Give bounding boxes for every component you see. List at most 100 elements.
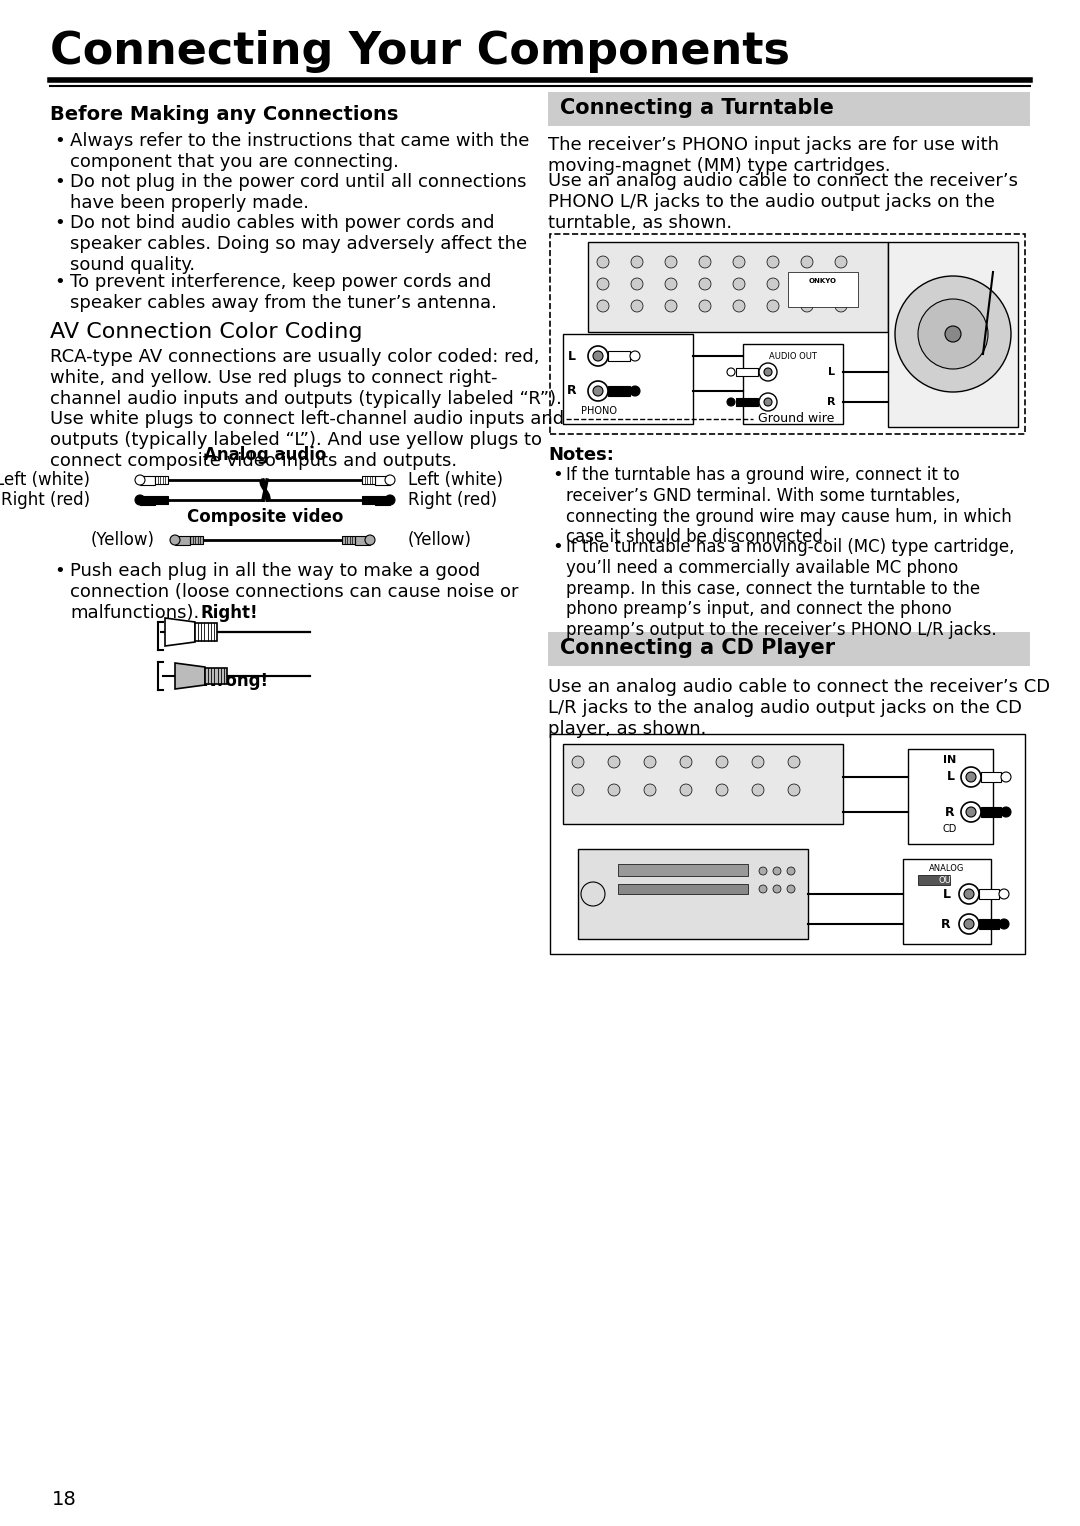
Text: Connecting a Turntable: Connecting a Turntable [561,98,834,118]
Circle shape [788,755,800,768]
Bar [981,772,1001,781]
Text: Before Making any Connections: Before Making any Connections [50,105,399,124]
Bar [918,874,950,885]
Text: AUDIO OUT: AUDIO OUT [769,353,816,362]
Bar [548,632,1030,665]
Text: •: • [552,465,563,484]
Circle shape [767,301,779,311]
Text: L: L [828,366,835,377]
Circle shape [631,301,643,311]
Circle shape [787,885,795,893]
Circle shape [767,256,779,269]
Bar [195,623,217,641]
Text: IN: IN [943,755,957,765]
Text: Connecting a CD Player: Connecting a CD Player [561,638,835,658]
Circle shape [999,919,1009,929]
Bar [156,496,168,504]
Circle shape [964,890,974,899]
Circle shape [597,301,609,311]
Circle shape [593,351,603,362]
Text: L: L [947,771,955,783]
Text: Left (white): Left (white) [408,472,503,488]
Bar [175,536,190,545]
Text: Composite video: Composite video [187,508,343,526]
Bar [550,233,1025,433]
Circle shape [135,494,145,505]
Bar [608,351,630,362]
Circle shape [961,768,981,787]
Text: Always refer to the instructions that came with the
component that you are conne: Always refer to the instructions that ca… [70,133,529,171]
Circle shape [764,398,772,406]
Circle shape [699,256,711,269]
Circle shape [631,256,643,269]
Circle shape [727,398,735,406]
Text: ANALOG: ANALOG [929,864,964,873]
Circle shape [608,784,620,797]
Text: R: R [566,385,576,397]
Circle shape [733,278,745,290]
Circle shape [716,784,728,797]
Text: •: • [54,172,65,191]
Text: Use an analog audio cable to connect the receiver’s CD
L/R jacks to the analog a: Use an analog audio cable to connect the… [548,678,1050,737]
Text: 18: 18 [52,1489,77,1509]
Bar [190,536,203,543]
Bar [563,745,843,824]
Circle shape [1001,772,1011,781]
Text: •: • [552,539,563,555]
Circle shape [801,301,813,311]
Bar [978,919,999,929]
Text: OUT: OUT [939,876,956,885]
Text: (Yellow): (Yellow) [91,531,156,549]
Circle shape [773,885,781,893]
PathPatch shape [175,662,205,690]
Circle shape [699,301,711,311]
Bar [362,476,375,484]
Text: •: • [54,133,65,150]
Text: L: L [943,888,951,900]
Text: R: R [942,917,951,931]
PathPatch shape [165,618,195,645]
Text: Notes:: Notes: [548,446,613,464]
Circle shape [593,386,603,397]
Circle shape [135,475,145,485]
Circle shape [961,803,981,823]
Circle shape [572,755,584,768]
Circle shape [581,882,605,906]
Circle shape [630,386,640,397]
Circle shape [644,784,656,797]
Bar [618,884,748,894]
Bar [563,334,693,424]
Circle shape [788,784,800,797]
Circle shape [767,278,779,290]
Circle shape [835,301,847,311]
Circle shape [727,368,735,375]
Text: Right (red): Right (red) [408,491,497,510]
Text: •: • [54,562,65,580]
Circle shape [945,327,961,342]
Circle shape [1001,807,1011,816]
Text: R: R [826,397,835,407]
Bar [156,476,168,484]
Circle shape [918,299,988,369]
Text: Use an analog audio cable to connect the receiver’s
PHONO L/R jacks to the audio: Use an analog audio cable to connect the… [548,172,1018,232]
Text: Connecting Your Components: Connecting Your Components [50,31,789,73]
Circle shape [644,755,656,768]
Circle shape [572,784,584,797]
Bar [608,386,630,397]
Circle shape [895,276,1011,392]
Bar [888,243,1018,427]
Bar [578,848,808,938]
Circle shape [384,494,395,505]
Text: Do not plug in the power cord until all connections
have been properly made.: Do not plug in the power cord until all … [70,172,527,212]
Circle shape [999,890,1009,899]
Text: (Yellow): (Yellow) [408,531,472,549]
Bar [978,890,999,899]
Text: Ground wire: Ground wire [758,412,835,426]
Bar [735,368,758,375]
Bar [548,92,1030,127]
Bar [355,536,370,545]
Bar [362,496,375,504]
Text: RCA-type AV connections are usually color coded: red,
white, and yellow. Use red: RCA-type AV connections are usually colo… [50,348,564,470]
Circle shape [759,867,767,874]
Bar [735,398,758,406]
